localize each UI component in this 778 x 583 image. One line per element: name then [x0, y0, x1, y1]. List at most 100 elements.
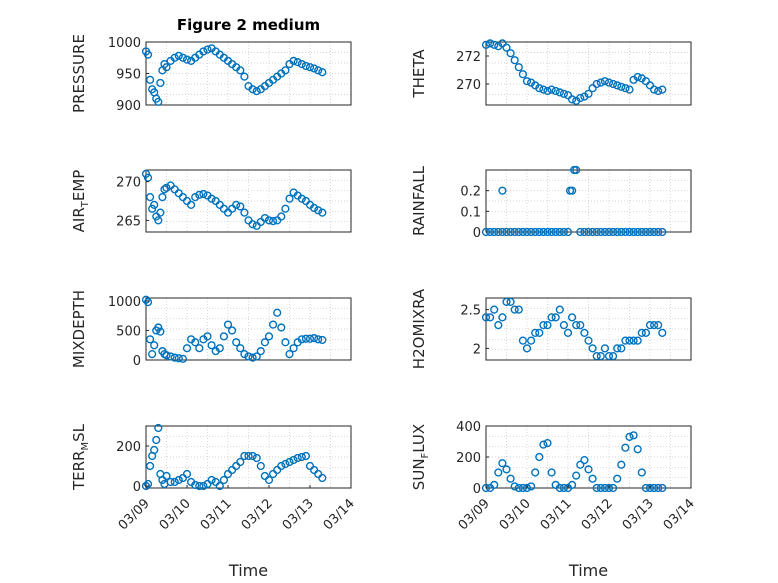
data-point: [277, 212, 286, 221]
data-point: [543, 438, 552, 448]
data-point: [576, 93, 585, 103]
y-tick-label: 270: [116, 176, 141, 191]
data-point: [260, 213, 270, 223]
data-point: [297, 59, 306, 69]
data-point: [178, 354, 188, 363]
y-axis-label-main: RAINFALL: [410, 165, 428, 236]
data-point: [510, 482, 519, 491]
data-point: [641, 77, 651, 86]
data-point: [502, 227, 511, 237]
data-point: [236, 66, 245, 75]
data-point: [191, 338, 200, 347]
y-tick-label: 2.5: [460, 304, 481, 319]
y-axis-label: H2OMIXRA: [410, 288, 428, 369]
data-point: [551, 227, 560, 237]
data-point: [617, 82, 626, 91]
data-point: [285, 349, 294, 359]
data-point: [143, 298, 153, 307]
data-point: [318, 335, 327, 345]
data-point: [174, 475, 183, 485]
data-point: [514, 483, 523, 493]
data-point: [150, 341, 159, 350]
data-point: [148, 349, 157, 359]
data-point: [232, 338, 241, 347]
data-point: [658, 483, 667, 493]
data-point: [191, 480, 200, 490]
data-point: [535, 84, 544, 93]
y-axis-label: RAINFALL: [410, 165, 428, 236]
data-point: [658, 227, 667, 237]
y-axis-label: MIXDEPTH: [70, 290, 88, 368]
data-point: [625, 227, 634, 237]
data-point: [223, 320, 233, 329]
data-point: [490, 40, 499, 49]
data-point: [162, 63, 171, 72]
y-axis-label: PRESSURE: [70, 34, 88, 113]
data-point: [654, 321, 663, 330]
data-point: [191, 193, 200, 202]
data-point: [658, 328, 667, 337]
data-point: [563, 227, 573, 237]
data-point: [281, 66, 290, 75]
data-point: [178, 53, 188, 62]
data-point: [592, 227, 601, 237]
data-point: [608, 79, 618, 89]
data-point: [576, 321, 585, 330]
data-point: [141, 169, 151, 178]
data-point: [252, 87, 261, 96]
data-point: [559, 227, 569, 237]
data-point: [645, 483, 655, 493]
data-point: [637, 468, 646, 477]
data-point: [526, 482, 536, 491]
data-point: [649, 321, 659, 330]
data-point: [301, 334, 311, 343]
data-point: [314, 335, 323, 344]
data-point: [633, 336, 642, 345]
data-point: [641, 328, 651, 337]
data-point: [293, 453, 302, 463]
y-axis-label: SUNFLUX: [410, 424, 431, 490]
data-point: [156, 208, 165, 217]
data-point: [232, 200, 241, 209]
data-point: [498, 313, 507, 322]
data-point: [613, 344, 622, 353]
data-point: [506, 297, 515, 306]
y-tick-label: 500: [116, 324, 141, 339]
data-point: [152, 435, 161, 445]
data-point: [199, 481, 208, 491]
y-tick-label: 0: [133, 354, 141, 369]
data-point: [498, 186, 507, 195]
data-point: [645, 81, 655, 90]
data-point: [608, 483, 618, 493]
data-point: [621, 443, 630, 452]
data-point: [182, 344, 192, 353]
data-point: [301, 451, 311, 461]
data-point: [297, 452, 306, 462]
data-point: [277, 323, 286, 332]
data-point: [592, 352, 601, 361]
y-tick-label: 272: [456, 50, 481, 65]
data-point: [600, 344, 610, 353]
data-point: [252, 352, 261, 361]
data-point: [547, 85, 556, 94]
data-point: [289, 56, 298, 66]
data-point: [195, 190, 204, 199]
y-tick-label: 265: [116, 214, 141, 229]
y-tick-label: 2: [473, 342, 481, 357]
data-point: [584, 89, 593, 98]
data-point: [649, 85, 659, 94]
data-point: [567, 95, 577, 104]
data-point: [588, 84, 597, 93]
data-point: [522, 483, 532, 493]
data-point: [572, 471, 581, 480]
data-point: [535, 227, 544, 237]
data-point: [563, 328, 573, 337]
y-axis-label-main: THETA: [410, 49, 428, 99]
data-point: [617, 344, 626, 353]
y-axis-label: THETA: [410, 49, 428, 99]
data-point: [143, 479, 153, 489]
data-point: [588, 227, 597, 237]
data-point: [150, 200, 159, 209]
data-point: [641, 483, 651, 493]
data-point: [514, 305, 523, 314]
